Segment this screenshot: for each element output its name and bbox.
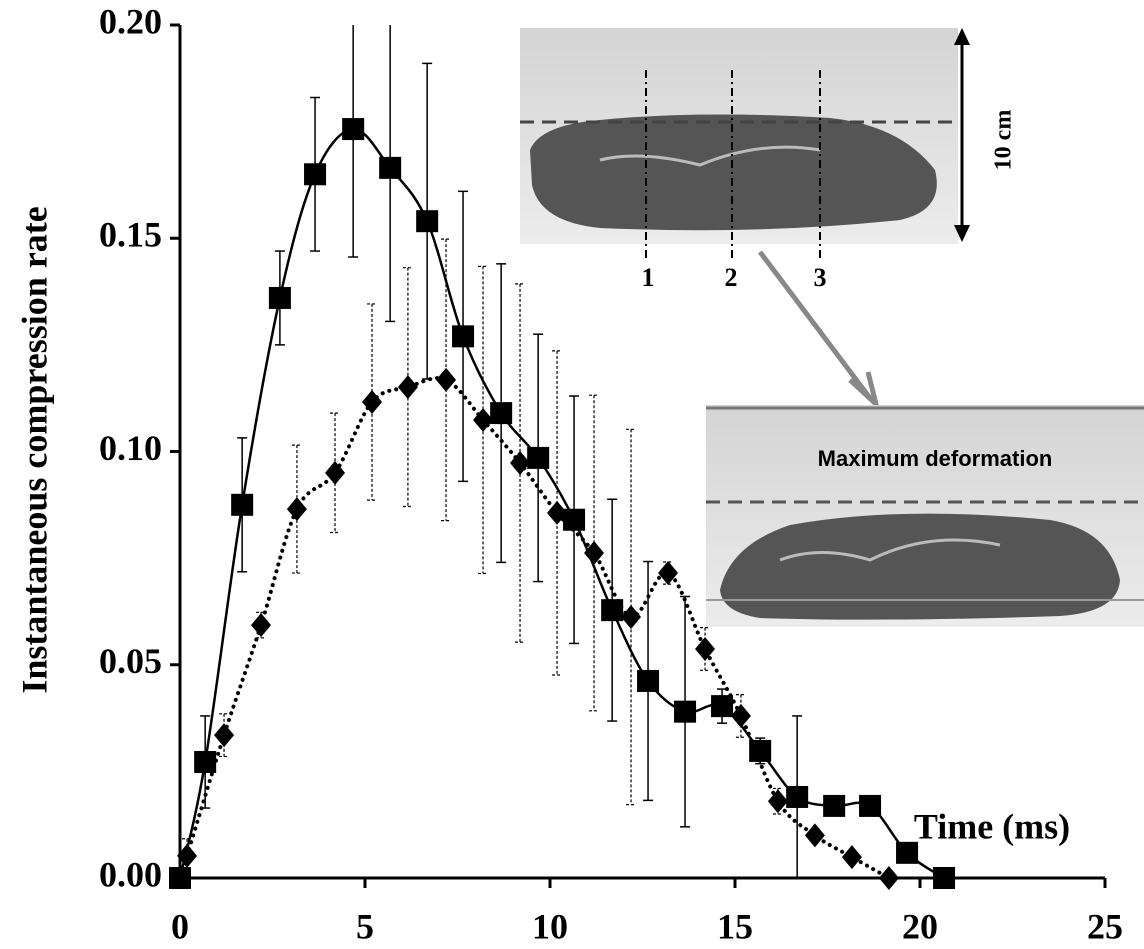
marker [637, 669, 660, 692]
arrow [758, 250, 881, 412]
y-axis-title: Instantaneous compression rate [14, 206, 54, 693]
marker [621, 604, 642, 629]
y-tick-label: 0.15 [99, 215, 162, 255]
marker [547, 500, 568, 525]
plot-area [169, 25, 956, 890]
marker [325, 460, 346, 485]
marker [711, 695, 734, 718]
y-tick-label: 0.10 [99, 428, 162, 468]
marker [584, 541, 605, 566]
marker [214, 723, 235, 748]
marker [841, 845, 862, 870]
marker [674, 700, 697, 723]
marker [379, 156, 402, 179]
marker [510, 451, 531, 476]
y-tick-label: 0.05 [99, 641, 162, 681]
x-tick-label: 25 [1087, 906, 1123, 946]
marker [251, 613, 272, 638]
cut-label: 1 [642, 263, 655, 292]
marker [177, 843, 198, 868]
inset-label: Maximum deformation [818, 446, 1053, 471]
y-tick-label: 0.00 [99, 854, 162, 894]
marker [342, 118, 365, 141]
marker [286, 497, 307, 522]
marker [362, 390, 383, 415]
marker [658, 561, 679, 586]
photo-deformed [706, 405, 1144, 627]
cut-label: 3 [814, 263, 827, 292]
marker [436, 367, 457, 392]
x-tick-label: 20 [902, 906, 938, 946]
marker [695, 636, 716, 661]
marker [416, 210, 439, 233]
marker [473, 407, 494, 432]
marker [823, 794, 846, 817]
marker [878, 866, 899, 890]
y-tick-label: 0.20 [99, 1, 162, 41]
marker [896, 841, 919, 864]
marker [804, 823, 825, 848]
marker [933, 867, 956, 889]
marker [767, 789, 788, 814]
marker [268, 286, 291, 309]
series-line [185, 376, 891, 880]
x-tick-label: 10 [532, 906, 568, 946]
marker [231, 493, 254, 516]
photo-initial [520, 28, 970, 262]
x-tick-label: 5 [356, 906, 374, 946]
x-tick-label: 15 [717, 906, 753, 946]
marker [601, 599, 624, 622]
marker [304, 163, 327, 186]
marker [490, 402, 513, 425]
scale-label: 10 cm [991, 110, 1017, 171]
marker [527, 446, 550, 469]
marker [452, 325, 475, 348]
marker [786, 785, 809, 808]
x-axis-title: Time (ms) [914, 806, 1070, 846]
cut-label: 2 [725, 263, 738, 292]
marker [194, 750, 217, 773]
marker [563, 508, 586, 531]
marker [730, 703, 751, 728]
marker [397, 375, 418, 400]
marker [169, 867, 191, 889]
x-tick-label: 0 [171, 906, 189, 946]
marker [859, 794, 882, 817]
